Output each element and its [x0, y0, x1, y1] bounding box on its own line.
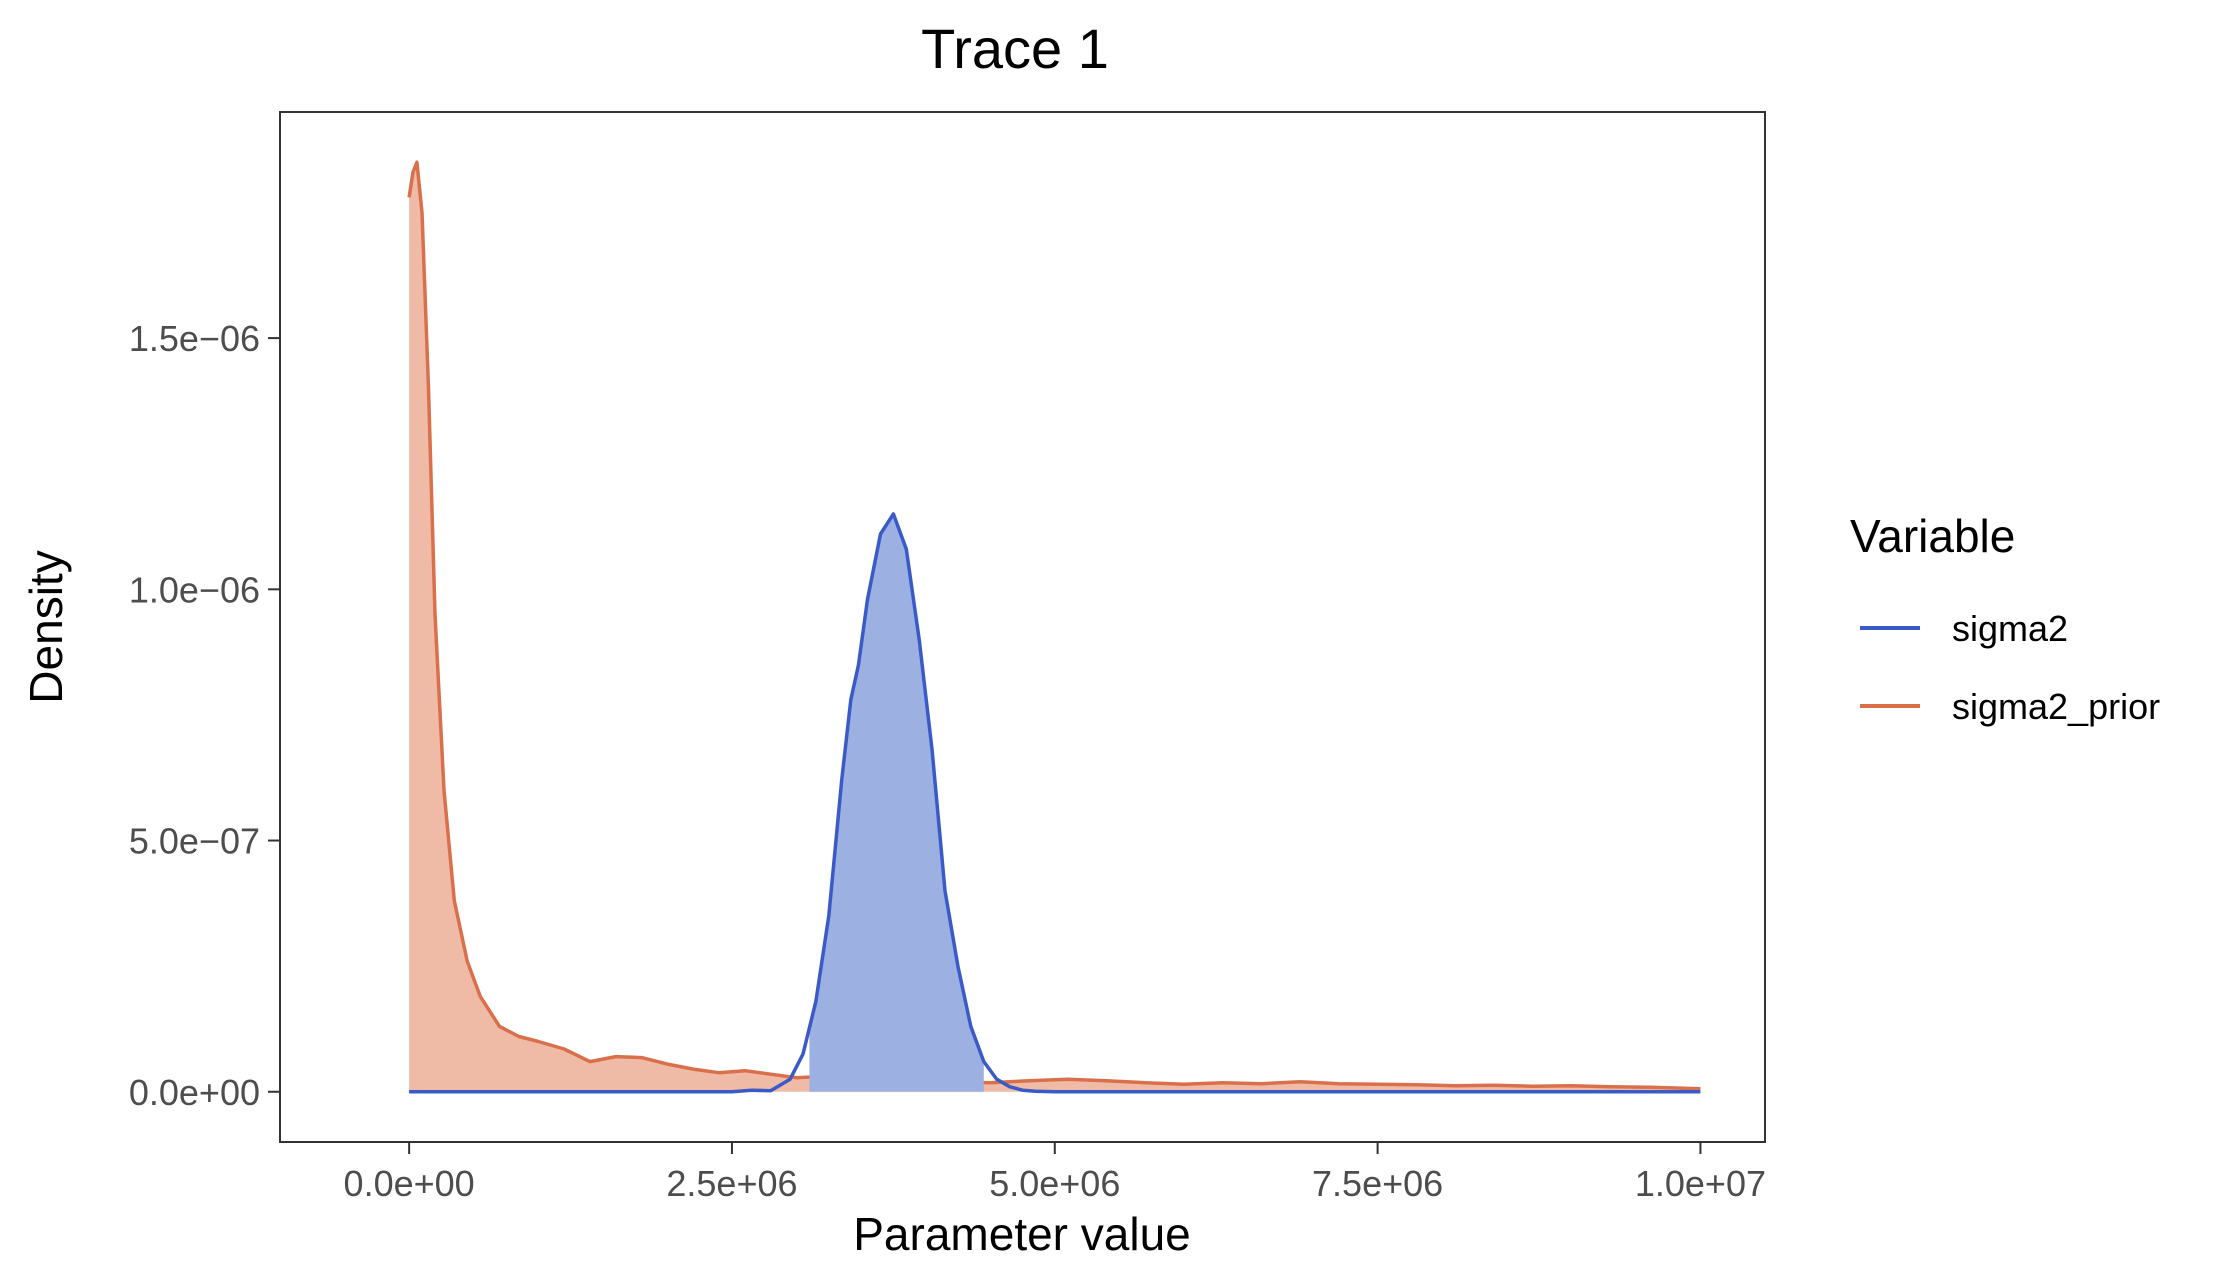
y-axis-title: Density [20, 550, 72, 703]
x-axis-title: Parameter value [853, 1208, 1191, 1260]
x-tick-label: 2.5e+06 [666, 1163, 797, 1204]
y-axis: 0.0e+00 5.0e−07 1.0e−06 1.5e−06 [129, 318, 280, 1113]
x-tick-label: 0.0e+00 [344, 1163, 475, 1204]
y-tick-label: 5.0e−07 [129, 821, 260, 862]
x-tick-label: 5.0e+06 [989, 1163, 1120, 1204]
chart-title: Trace 1 [921, 17, 1109, 80]
x-tick-label: 1.0e+07 [1635, 1163, 1766, 1204]
legend: Variable sigma2 sigma2_prior [1850, 510, 2160, 727]
y-tick-label: 1.5e−06 [129, 318, 260, 359]
series-sigma2 [409, 512, 1701, 1094]
plot-area [279, 111, 1766, 1143]
legend-label-sigma2-prior: sigma2_prior [1952, 686, 2160, 727]
x-axis: 0.0e+00 2.5e+06 5.0e+06 7.5e+06 1.0e+07 [344, 1142, 1766, 1204]
legend-item-sigma2-prior: sigma2_prior [1860, 686, 2160, 727]
series-sigma2-line [409, 512, 1701, 1094]
y-tick-label: 0.0e+00 [129, 1072, 260, 1113]
series-layer [407, 160, 1701, 1094]
legend-items: sigma2 sigma2_prior [1860, 608, 2160, 727]
legend-title: Variable [1850, 510, 2015, 562]
panel-border [279, 111, 1766, 1143]
panel-background [280, 112, 1765, 1142]
legend-item-sigma2: sigma2 [1860, 608, 2068, 649]
y-tick-label: 1.0e−06 [129, 569, 260, 610]
series-sigma2-area [809, 514, 984, 1092]
x-tick-label: 7.5e+06 [1312, 1163, 1443, 1204]
legend-label-sigma2: sigma2 [1952, 608, 2068, 649]
